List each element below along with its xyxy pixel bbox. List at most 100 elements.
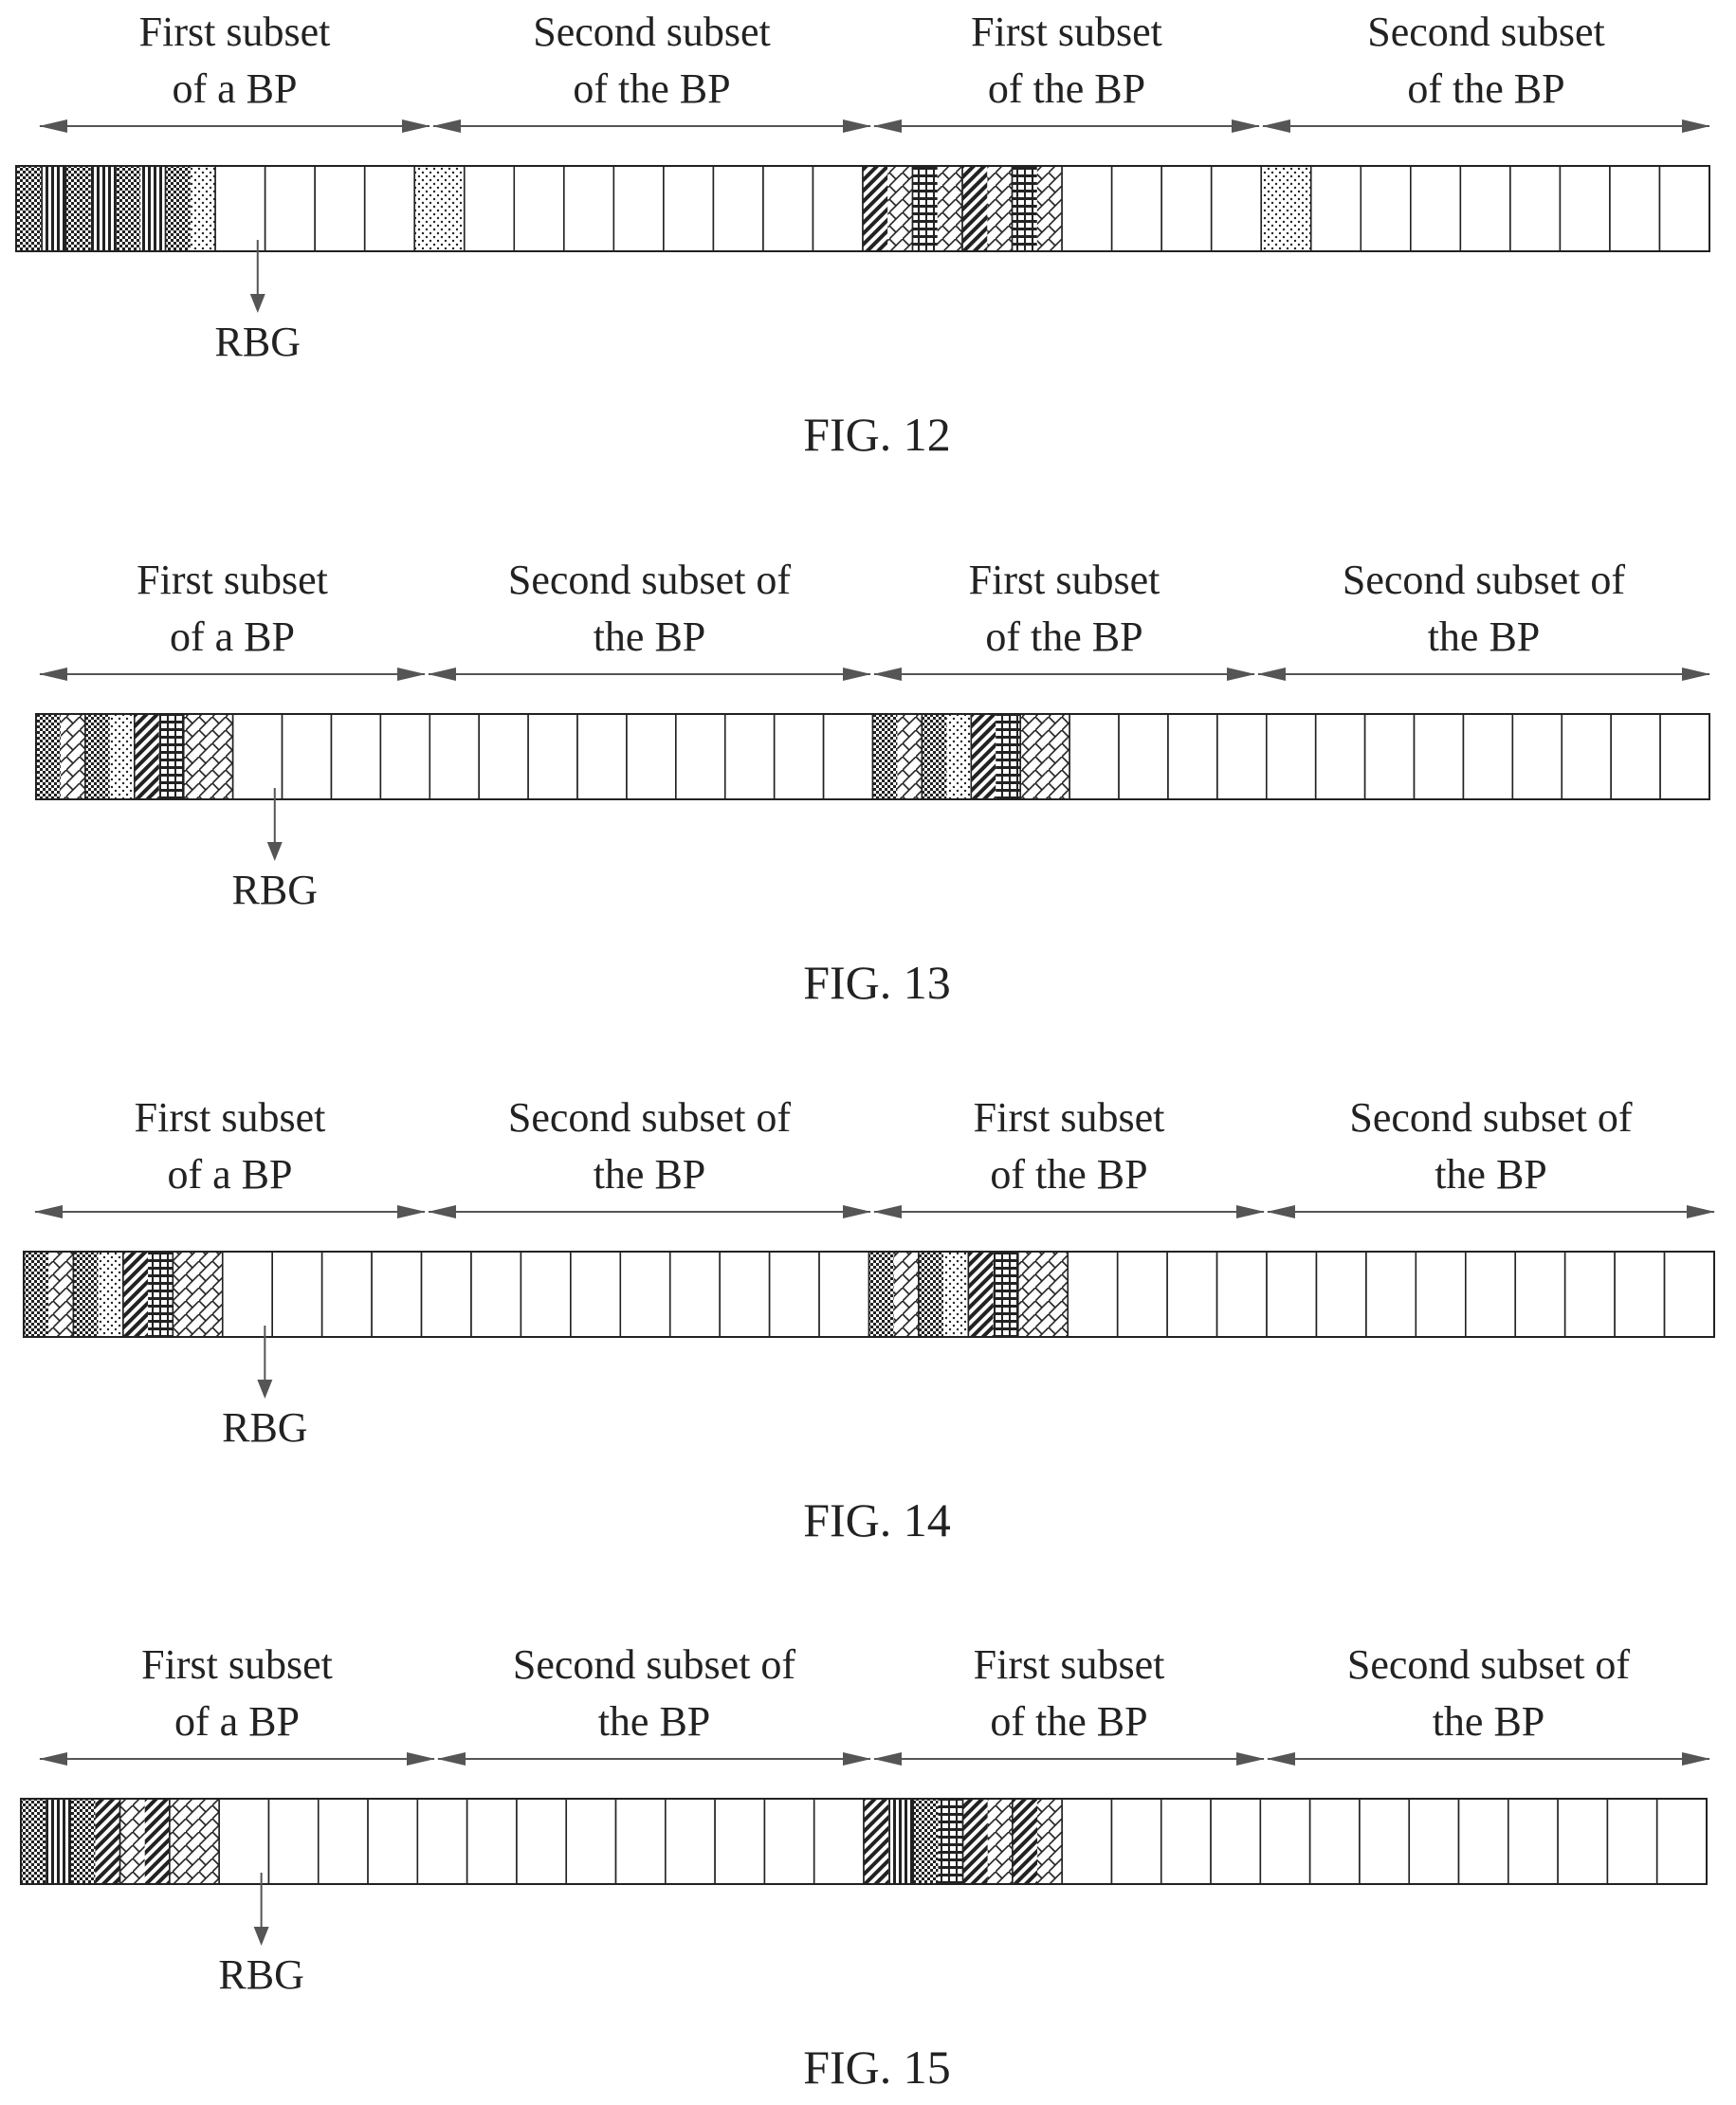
figure-13: First subsetof a BPSecond subset ofthe B… <box>36 557 1709 1009</box>
rbg-rb-empty <box>380 714 429 799</box>
rbg-rb-empty <box>720 1252 769 1337</box>
rbg-cell <box>763 166 813 251</box>
rbg-bar <box>21 1799 1707 1884</box>
rbg-rb-shaded <box>897 714 922 799</box>
rbg-cell <box>517 1799 566 1884</box>
rbg-cell <box>173 1252 222 1337</box>
section-label-4-line-1: Second subset of <box>1349 1094 1633 1141</box>
rbg-cell <box>1361 166 1411 251</box>
rbg-rb-empty <box>467 1799 517 1884</box>
section-label-1-line-2: of a BP <box>170 613 295 660</box>
rbg-cell <box>1068 1252 1117 1337</box>
section-label-3-line-2: of the BP <box>990 1151 1147 1198</box>
rbg-rb-empty <box>1508 1799 1558 1884</box>
rbg-rb-shaded <box>962 166 987 251</box>
rbg-rb-shaded <box>184 714 209 799</box>
rbg-rb-empty <box>1415 714 1464 799</box>
rbg-cell <box>521 1252 570 1337</box>
rbg-rb-shaded <box>869 1252 894 1337</box>
rbg-cell <box>372 1252 421 1337</box>
section-label-3-line-1: First subset <box>969 557 1160 603</box>
rbg-label: RBG <box>232 867 318 913</box>
figure-caption: FIG. 13 <box>803 956 951 1009</box>
figure-caption: FIG. 12 <box>803 408 951 461</box>
rbg-rb-empty <box>283 714 332 799</box>
rbg-rb-empty <box>372 1252 421 1337</box>
rbg-rb-empty <box>1665 1252 1714 1337</box>
rbg-rb-empty <box>1510 166 1561 251</box>
rbg-cell <box>170 1799 219 1884</box>
rbg-rb-shaded <box>166 166 191 251</box>
rbg-rb-empty <box>1212 166 1262 251</box>
rbg-cell <box>620 1252 669 1337</box>
section-label-4-line-2: the BP <box>1433 1698 1545 1745</box>
rbg-rb-shaded <box>198 1252 223 1337</box>
rbg-rb-empty <box>1411 166 1461 251</box>
rbg-cell <box>322 1252 372 1337</box>
rbg-cell <box>380 714 429 799</box>
rbg-rb-shaded <box>996 714 1020 799</box>
rbg-rb-empty <box>1161 1799 1211 1884</box>
rbg-cell <box>319 1799 368 1884</box>
rbg-cell <box>1558 1799 1607 1884</box>
rbg-rb-shaded <box>1018 1252 1043 1337</box>
rbg-rb-shaded <box>99 1252 123 1337</box>
rbg-cell <box>1217 1252 1267 1337</box>
rbg-cell <box>1217 714 1267 799</box>
rbg-rb-shaded <box>95 1799 119 1884</box>
rbg-cell <box>528 714 577 799</box>
rbg-cell <box>664 166 714 251</box>
rbg-rb-empty <box>1562 714 1611 799</box>
rbg-cell <box>913 1799 962 1884</box>
rbg-cell <box>1261 166 1311 251</box>
rbg-cell <box>919 1252 968 1337</box>
rbg-rb-shaded <box>864 1799 888 1884</box>
rbg-rb-empty <box>1610 166 1660 251</box>
rbg-rb-shaded <box>46 1799 70 1884</box>
rbg-cell <box>968 1252 1017 1337</box>
rbg-rb-empty <box>219 1799 268 1884</box>
rbg-rb-empty <box>1211 1799 1260 1884</box>
rbg-rb-empty <box>770 1252 819 1337</box>
rbg-rb-shaded <box>41 166 65 251</box>
rbg-rb-empty <box>1459 1799 1508 1884</box>
rbg-cell <box>1316 1252 1365 1337</box>
rbg-rb-shaded <box>971 714 996 799</box>
rbg-rb-shaded <box>145 1799 170 1884</box>
section-label-1-line-1: First subset <box>141 1641 333 1688</box>
rbg-label: RBG <box>215 319 301 365</box>
rbg-rb-shaded <box>70 1799 95 1884</box>
section-label-4-line-2: the BP <box>1428 613 1541 660</box>
rbg-rb-empty <box>1217 714 1267 799</box>
rbg-rb-shaded <box>24 1252 48 1337</box>
rbg-rb-empty <box>429 714 479 799</box>
section-label-3-line-2: of the BP <box>988 65 1145 112</box>
rbg-rb-empty <box>1260 1799 1309 1884</box>
rbg-rb-shaded <box>148 1252 173 1337</box>
rbg-cell <box>676 714 725 799</box>
rbg-rb-shaded <box>440 166 465 251</box>
rbg-rb-empty <box>577 714 627 799</box>
rbg-rb-shaded <box>922 714 946 799</box>
rbg-cell <box>21 1799 70 1884</box>
rbg-rb-empty <box>223 1252 272 1337</box>
section-label-3-line-1: First subset <box>974 1094 1165 1141</box>
rbg-cell <box>1161 166 1212 251</box>
rbg-rb-shaded <box>988 1799 1013 1884</box>
rbg-cell <box>73 1252 122 1337</box>
rbg-rb-empty <box>1167 1252 1216 1337</box>
rbg-rb-shaded <box>61 714 85 799</box>
rbg-cell <box>66 166 117 251</box>
rbg-rb-empty <box>1558 1799 1607 1884</box>
rbg-cell <box>120 1799 170 1884</box>
rbg-rb-empty <box>517 1799 566 1884</box>
rbg-cell <box>1212 166 1262 251</box>
rbg-rb-empty <box>1409 1799 1458 1884</box>
rbg-cell <box>1013 166 1063 251</box>
rbg-cell <box>873 714 923 799</box>
rbg-cell <box>713 166 763 251</box>
rbg-rb-shaded <box>191 166 215 251</box>
rbg-rb-empty <box>713 166 763 251</box>
rbg-rb-shaded <box>946 714 971 799</box>
rbg-rb-empty <box>1659 166 1709 251</box>
